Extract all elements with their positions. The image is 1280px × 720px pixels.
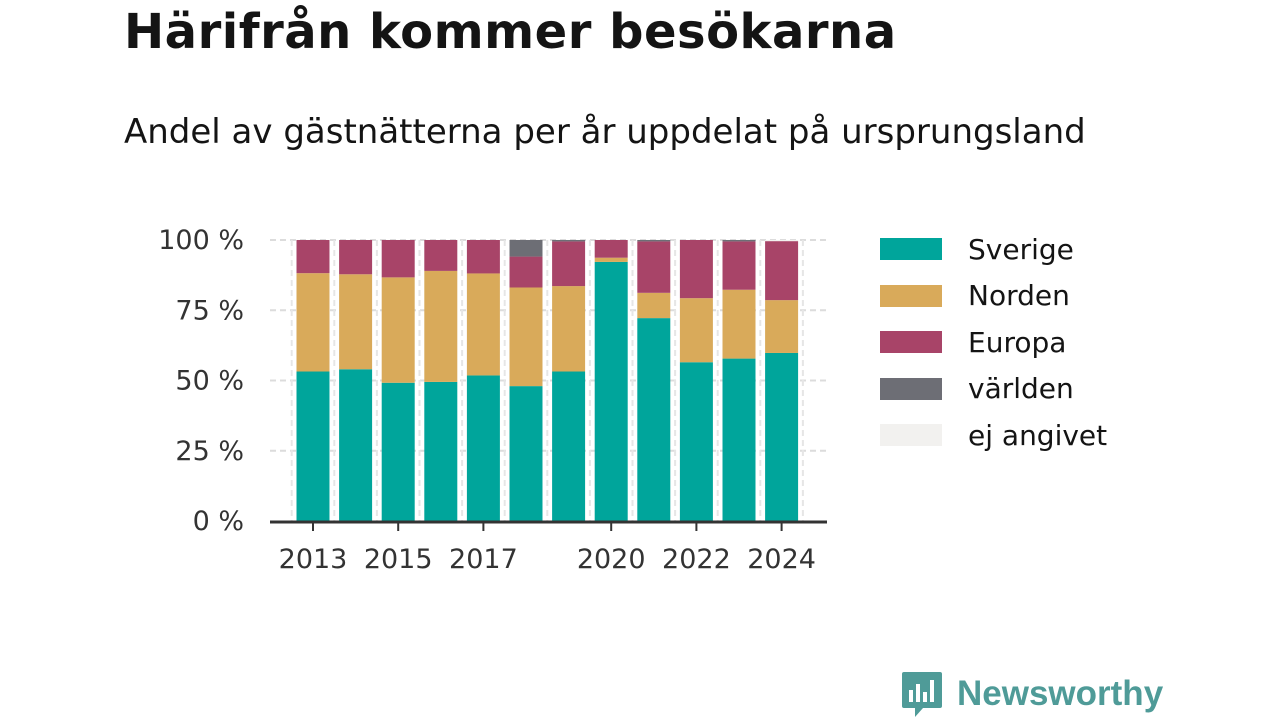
x-tick-label: 2017 bbox=[449, 544, 518, 575]
x-tick-label: 2022 bbox=[662, 544, 731, 575]
bar-segment-Norden-2022 bbox=[679, 298, 713, 363]
bar-segment-Europa-2023 bbox=[722, 241, 756, 290]
bar-segment-Sverige-2020 bbox=[594, 261, 628, 521]
legend-item: världen bbox=[880, 366, 1107, 413]
x-tick-label: 2024 bbox=[747, 544, 816, 575]
bar-segment-Norden-2016 bbox=[424, 270, 458, 382]
bar-segment-Sverige-2016 bbox=[424, 381, 458, 521]
bar-segment-Norden-2024 bbox=[765, 300, 799, 353]
bar-segment-Europa-2022 bbox=[679, 240, 713, 299]
bar-segment-Europa-2018 bbox=[509, 256, 543, 288]
bar-segment-ej-angivet-2024 bbox=[765, 240, 799, 242]
legend-swatch bbox=[880, 284, 942, 307]
bar-segment-Norden-2019 bbox=[552, 286, 586, 372]
legend: Sverige Norden Europa världen ej angivet bbox=[880, 226, 1107, 459]
legend-swatch bbox=[880, 238, 942, 261]
axes: 0 % 25 % 50 % 75 % 100 % 2013 2015 2017 2020 2022… bbox=[158, 225, 827, 575]
bar-segment-världen-2018 bbox=[509, 240, 543, 257]
bars bbox=[296, 240, 799, 521]
legend-swatch bbox=[880, 424, 942, 447]
chart-subtitle: Andel av gästnätterna per år uppdelat på… bbox=[124, 112, 1086, 152]
bar-segment-Europa-2020 bbox=[594, 240, 628, 258]
y-tick-label: 50 % bbox=[175, 366, 244, 397]
bar-segment-Norden-2023 bbox=[722, 289, 756, 359]
legend-item: Europa bbox=[880, 319, 1107, 366]
bar-segment-Norden-2020 bbox=[594, 257, 628, 262]
bar-segment-Europa-2021 bbox=[637, 241, 671, 293]
legend-label: Sverige bbox=[968, 232, 1074, 266]
bar-segment-Norden-2014 bbox=[339, 274, 373, 370]
bar-segment-Norden-2018 bbox=[509, 287, 543, 387]
chart-title: Härifrån kommer besökarna bbox=[124, 4, 897, 60]
x-tick-label: 2020 bbox=[577, 544, 646, 575]
legend-label: ej angivet bbox=[968, 418, 1108, 452]
y-tick-label: 25 % bbox=[175, 436, 244, 467]
bar-segment-Europa-2016 bbox=[424, 240, 458, 271]
bar-segment-Sverige-2019 bbox=[552, 371, 586, 521]
legend-label: världen bbox=[968, 372, 1074, 406]
bar-segment-världen-2021 bbox=[637, 240, 671, 242]
bar-segment-Sverige-2018 bbox=[509, 386, 543, 521]
bar-segment-Europa-2024 bbox=[765, 241, 799, 301]
bar-segment-Sverige-2017 bbox=[466, 375, 500, 521]
bar-segment-Sverige-2021 bbox=[637, 318, 671, 521]
legend-item: Norden bbox=[880, 273, 1107, 320]
bar-segment-Sverige-2024 bbox=[765, 352, 799, 521]
legend-swatch bbox=[880, 331, 942, 354]
bar-segment-Sverige-2015 bbox=[381, 382, 415, 521]
bar-segment-Europa-2017 bbox=[466, 240, 500, 274]
bar-segment-världen-2019 bbox=[552, 240, 586, 242]
bar-segment-Norden-2013 bbox=[296, 273, 330, 372]
bar-segment-Norden-2015 bbox=[381, 277, 415, 383]
y-tick-label: 0 % bbox=[193, 506, 244, 537]
bar-segment-Europa-2019 bbox=[552, 241, 586, 287]
x-tick-label: 2015 bbox=[364, 544, 433, 575]
bar-segment-Norden-2021 bbox=[637, 292, 671, 319]
legend-label: Norden bbox=[968, 279, 1070, 313]
y-tick-label: 75 % bbox=[175, 295, 244, 326]
bar-segment-Sverige-2013 bbox=[296, 371, 330, 521]
bar-segment-världen-2023 bbox=[722, 240, 756, 242]
x-tick-label: 2013 bbox=[279, 544, 348, 575]
legend-label: Europa bbox=[968, 325, 1067, 359]
bar-segment-Sverige-2022 bbox=[679, 362, 713, 521]
legend-swatch bbox=[880, 377, 942, 400]
brand: Newsworthy bbox=[901, 670, 1163, 718]
bar-segment-Europa-2014 bbox=[339, 240, 373, 275]
brand-name: Newsworthy bbox=[957, 674, 1164, 713]
bar-segment-Europa-2015 bbox=[381, 240, 415, 278]
bar-segment-Europa-2013 bbox=[296, 240, 330, 274]
legend-item: ej angivet bbox=[880, 412, 1107, 459]
bar-segment-Norden-2017 bbox=[466, 273, 500, 376]
newsworthy-logo-icon bbox=[902, 672, 942, 717]
bar-segment-Sverige-2023 bbox=[722, 358, 756, 521]
y-tick-label: 100 % bbox=[158, 225, 244, 256]
bar-segment-Sverige-2014 bbox=[339, 369, 373, 521]
legend-item: Sverige bbox=[880, 226, 1107, 273]
